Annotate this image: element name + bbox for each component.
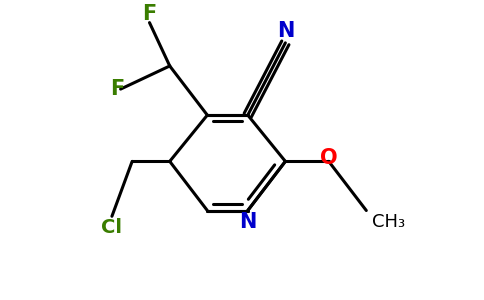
Text: F: F [110,79,125,99]
Text: N: N [277,21,294,41]
Text: F: F [142,4,157,24]
Text: O: O [320,148,337,169]
Text: N: N [239,212,257,232]
Text: CH₃: CH₃ [372,213,405,231]
Text: Cl: Cl [102,218,122,237]
